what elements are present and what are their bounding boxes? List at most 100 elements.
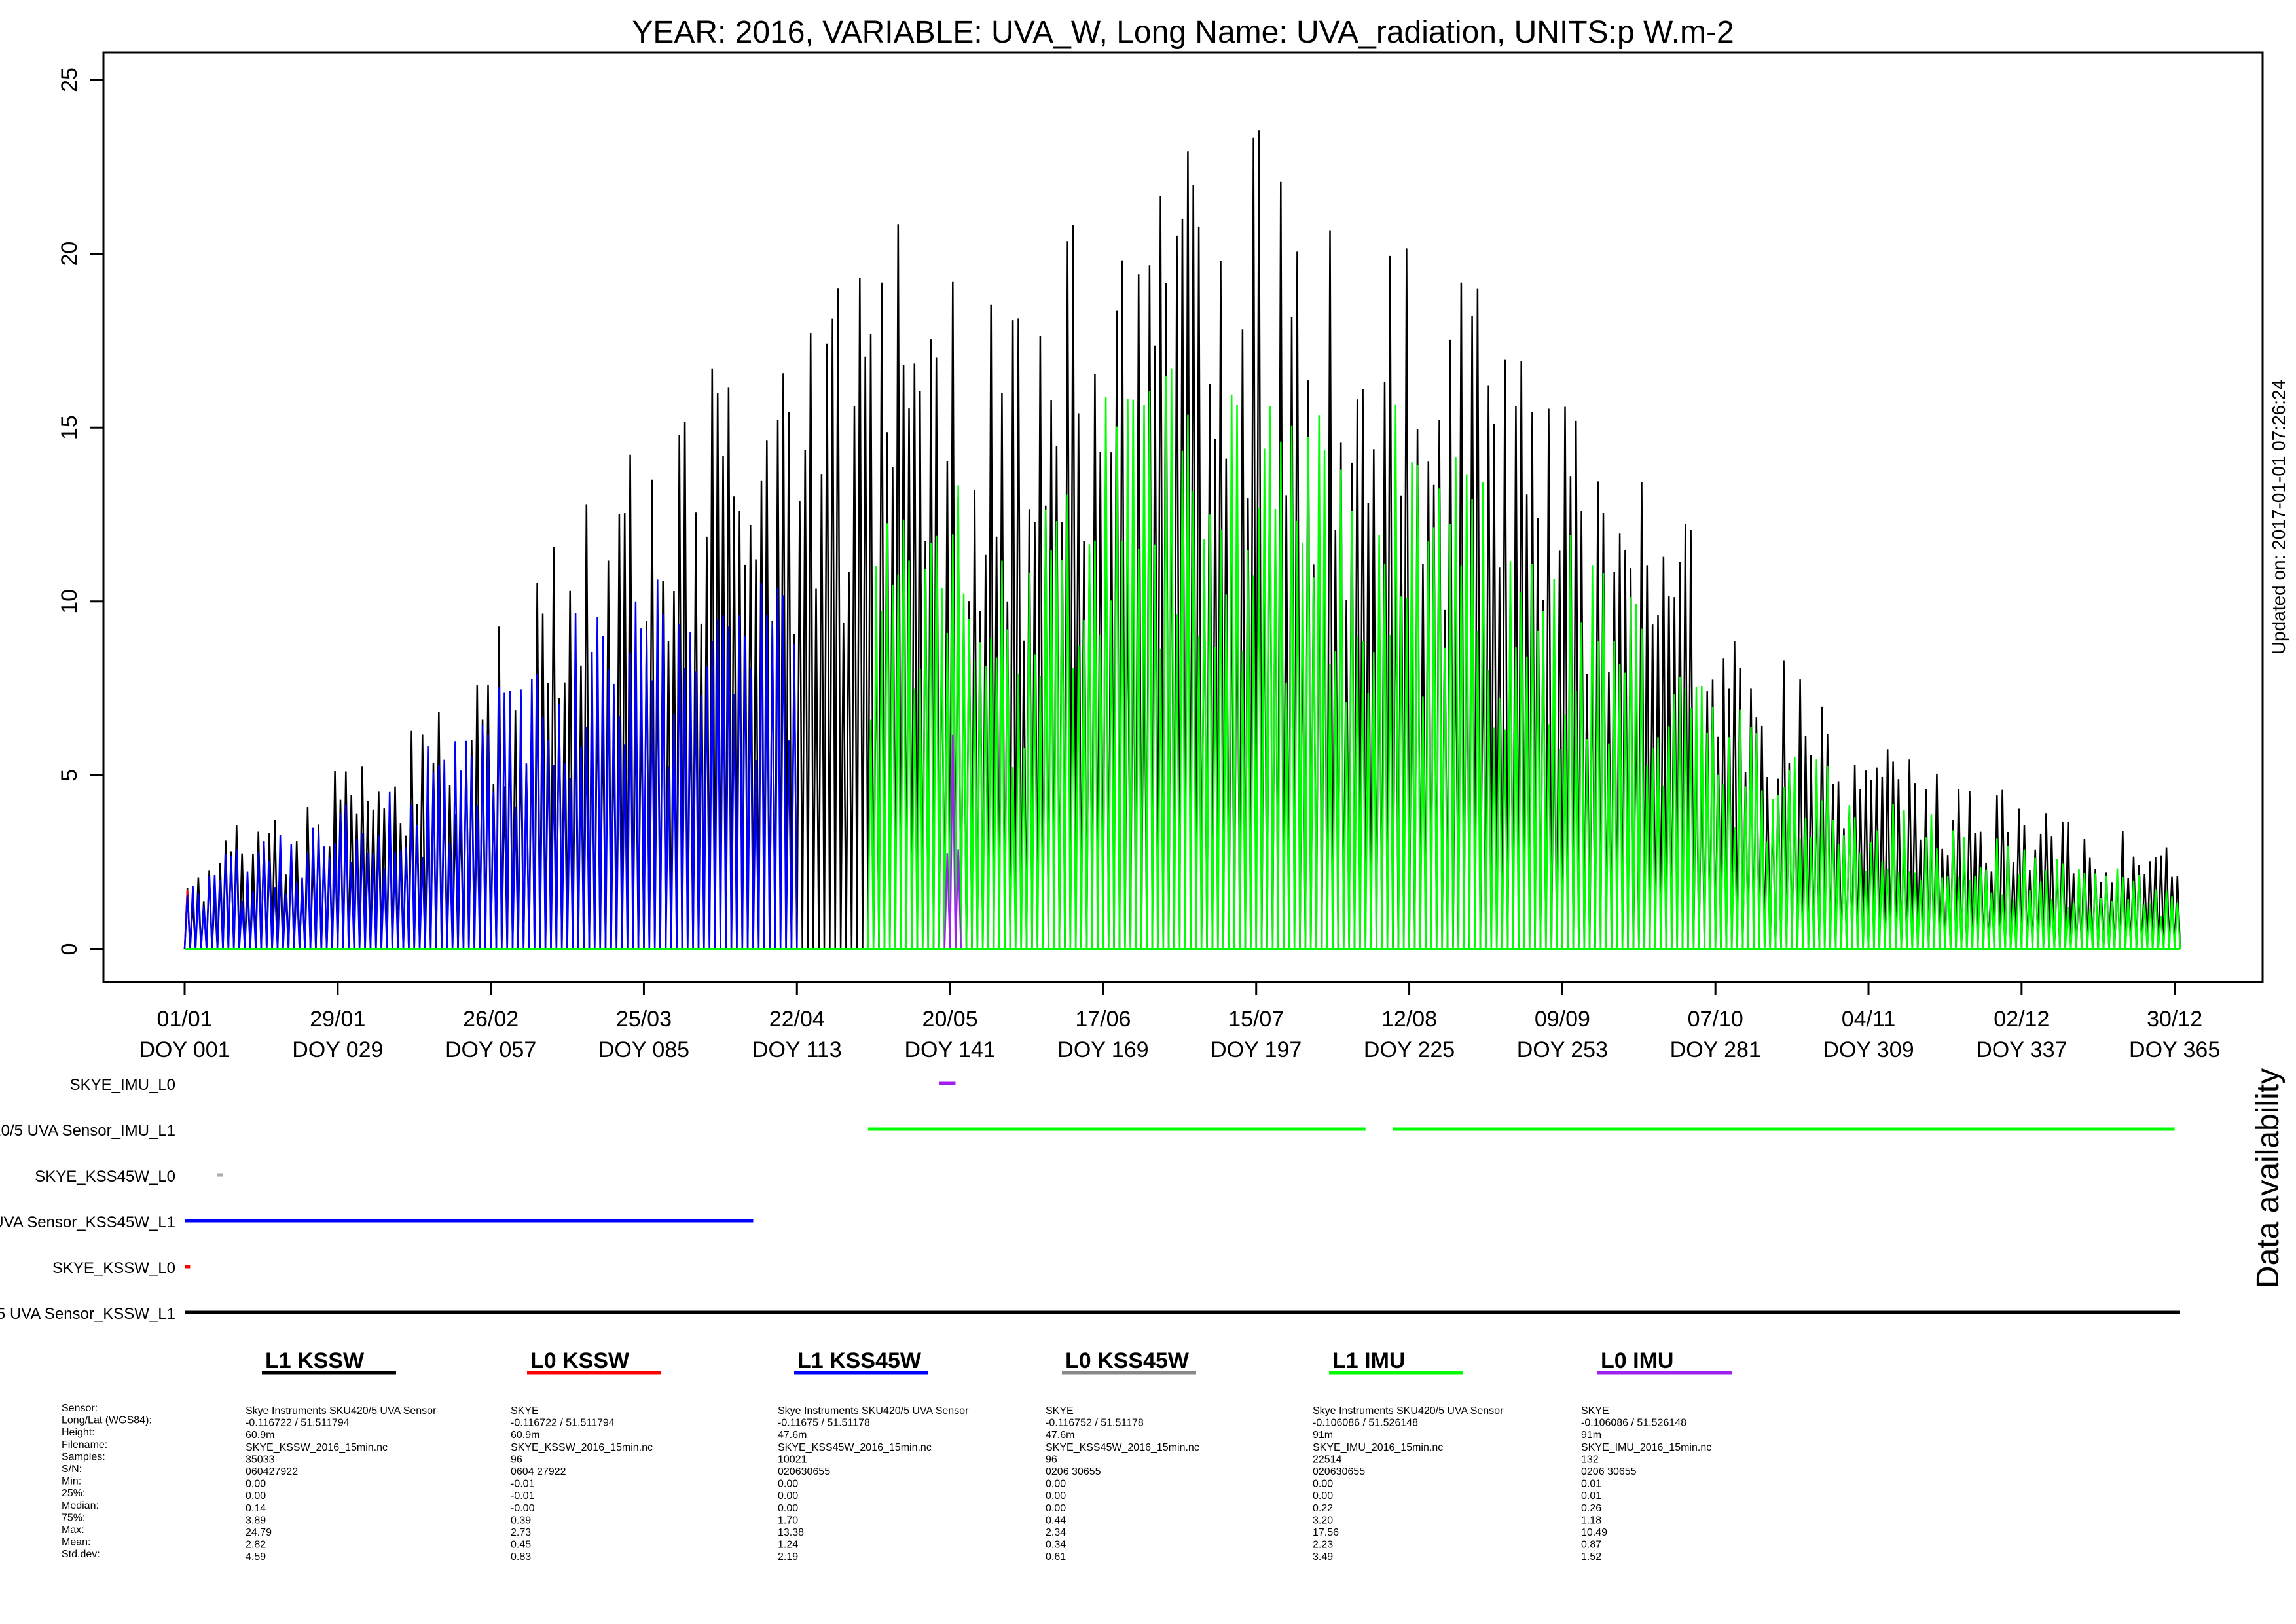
stats-value: 2.82 (246, 1540, 266, 1551)
stats-value: 0.14 (246, 1503, 266, 1514)
stats-value: 0.00 (778, 1490, 798, 1502)
x-tick-date: 07/10 (1688, 1007, 1743, 1032)
stats-value: 060427922 (246, 1466, 298, 1477)
stats-value: 020630655 (778, 1466, 830, 1477)
x-tick-date: 12/08 (1381, 1007, 1437, 1032)
stats-value: 91m (1581, 1430, 1601, 1441)
y-tick-label: 0 (57, 943, 82, 956)
stats-value: 0.00 (778, 1479, 798, 1490)
stats-value: Skye Instruments SKU420/5 UVA Sensor (778, 1405, 969, 1416)
stats-value: 60.9m (246, 1430, 274, 1441)
stats-value: 132 (1581, 1454, 1599, 1465)
availability-label: SKYE_KSSW_L0 (52, 1259, 175, 1277)
stats-value: 2.73 (511, 1527, 531, 1538)
x-tick-doy: DOY 029 (292, 1038, 383, 1062)
stats-value: 1.52 (1581, 1551, 1601, 1562)
stats-row-label: Mean: (62, 1537, 90, 1548)
stats-value: 10021 (778, 1454, 807, 1465)
stats-row-label: Samples: (62, 1451, 105, 1462)
stats-row-label: Min: (62, 1476, 81, 1487)
stats-value: -0.11675 / 51.51178 (778, 1418, 870, 1429)
availability-label: SKYE_IMU_L0 (70, 1076, 175, 1094)
stats-value: 0.83 (511, 1551, 531, 1562)
stats-value: 60.9m (511, 1430, 539, 1441)
stats-value: 0.01 (1581, 1479, 1601, 1490)
stats-row-label: Max: (62, 1525, 84, 1536)
updated-timestamp: Updated on: 2017-01-01 07:26:24 (2269, 380, 2289, 655)
x-tick-date: 25/03 (616, 1007, 672, 1032)
stats-value: SKYE_KSSW_2016_15min.nc (511, 1442, 653, 1453)
y-tick-label: 25 (57, 67, 82, 92)
stats-value: SKYE_KSS45W_2016_15min.nc (1046, 1442, 1199, 1453)
x-tick-date: 01/01 (156, 1007, 212, 1032)
stats-value: -0.106086 / 51.526148 (1581, 1418, 1686, 1429)
availability-label: SKU420/5 UVA Sensor_IMU_L1 (0, 1122, 175, 1140)
availability-label: SKU420/5 UVA Sensor_KSS45W_L1 (0, 1214, 175, 1231)
stats-value: 0.00 (1313, 1490, 1333, 1502)
stats-value: 0.45 (511, 1540, 531, 1551)
stats-value: 0206 30655 (1581, 1466, 1637, 1477)
x-tick-doy: DOY 169 (1057, 1038, 1148, 1062)
stats-value: 1.24 (778, 1540, 798, 1551)
stats-value: 0.39 (511, 1515, 531, 1526)
x-tick-date: 09/09 (1535, 1007, 1590, 1032)
x-tick-doy: DOY 113 (752, 1038, 842, 1062)
stats-value: 0.00 (1046, 1490, 1066, 1502)
x-tick-date: 17/06 (1075, 1007, 1131, 1032)
stats-value: 0.00 (1313, 1479, 1333, 1490)
stats-value: 0.87 (1581, 1540, 1601, 1551)
y-axis: 0 5 10 15 20 25 (57, 67, 105, 956)
stats-row-label: Sensor: (62, 1403, 98, 1414)
series-line-l0-imu (943, 734, 962, 950)
stats-row-label: S/N: (62, 1464, 82, 1475)
legend-label: L0 KSS45W (1065, 1348, 1190, 1373)
x-tick-doy: DOY 141 (904, 1038, 995, 1062)
x-tick-date: 02/12 (1994, 1007, 2049, 1032)
stats-value: SKYE_KSS45W_2016_15min.nc (778, 1442, 932, 1453)
stats-value: 4.59 (246, 1551, 266, 1562)
stats-value: 17.56 (1313, 1527, 1339, 1538)
availability-panel: SKYE_IMU_L0 SKU420/5 UVA Sensor_IMU_L1 SKY… (0, 1076, 2180, 1323)
x-tick-doy: DOY 337 (1976, 1038, 2067, 1062)
stats-value: 3.49 (1313, 1551, 1333, 1562)
stats-row-label: Long/Lat (WGS84): (62, 1415, 152, 1426)
stats-value: 35033 (246, 1454, 275, 1465)
stats-value: 0604 27922 (511, 1466, 566, 1477)
stats-value: 1.18 (1581, 1515, 1601, 1526)
stats-table: Sensor:Long/Lat (WGS84):Height:Filename:… (62, 1403, 1711, 1562)
stats-value: -0.01 (511, 1479, 535, 1490)
x-tick-doy: DOY 365 (2129, 1038, 2220, 1062)
stats-value: 0.00 (1046, 1503, 1066, 1514)
stats-value: 47.6m (778, 1430, 807, 1441)
x-tick-doy: DOY 085 (598, 1038, 689, 1062)
x-tick-doy: DOY 001 (139, 1038, 230, 1062)
stats-value: 96 (511, 1454, 522, 1465)
x-tick-doy: DOY 309 (1823, 1038, 1914, 1062)
stats-value: 0.00 (778, 1503, 798, 1514)
stats-value: 91m (1313, 1430, 1333, 1441)
availability-label: SKU420/5 UVA Sensor_KSSW_L1 (0, 1305, 175, 1323)
stats-value: 0.61 (1046, 1551, 1066, 1562)
chart-title: YEAR: 2016, VARIABLE: UVA_W, Long Name: … (632, 15, 1734, 50)
stats-value: 0.00 (1046, 1479, 1066, 1490)
y-tick-label: 10 (57, 589, 82, 614)
stats-value: 24.79 (246, 1527, 272, 1538)
stats-value: SKYE_IMU_2016_15min.nc (1581, 1442, 1711, 1453)
stats-value: 2.19 (778, 1551, 798, 1562)
stats-value: 0.00 (246, 1479, 266, 1490)
stats-value: 10.49 (1581, 1527, 1607, 1538)
stats-value: 2.34 (1046, 1527, 1066, 1538)
availability-title: Data availability (2251, 1068, 2286, 1288)
stats-value: 0.34 (1046, 1540, 1066, 1551)
stats-value: SKYE (1046, 1405, 1074, 1416)
stats-value: 0206 30655 (1046, 1466, 1101, 1477)
stats-value: 13.38 (778, 1527, 804, 1538)
x-tick-date: 30/12 (2147, 1007, 2202, 1032)
y-tick-label: 5 (57, 769, 82, 782)
stats-value: 0.01 (1581, 1490, 1601, 1502)
stats-value: -0.116722 / 51.511794 (246, 1418, 350, 1429)
x-tick-date: 29/01 (310, 1007, 365, 1032)
stats-row-label: 75%: (62, 1512, 85, 1523)
stats-value: -0.116722 / 51.511794 (511, 1418, 615, 1429)
